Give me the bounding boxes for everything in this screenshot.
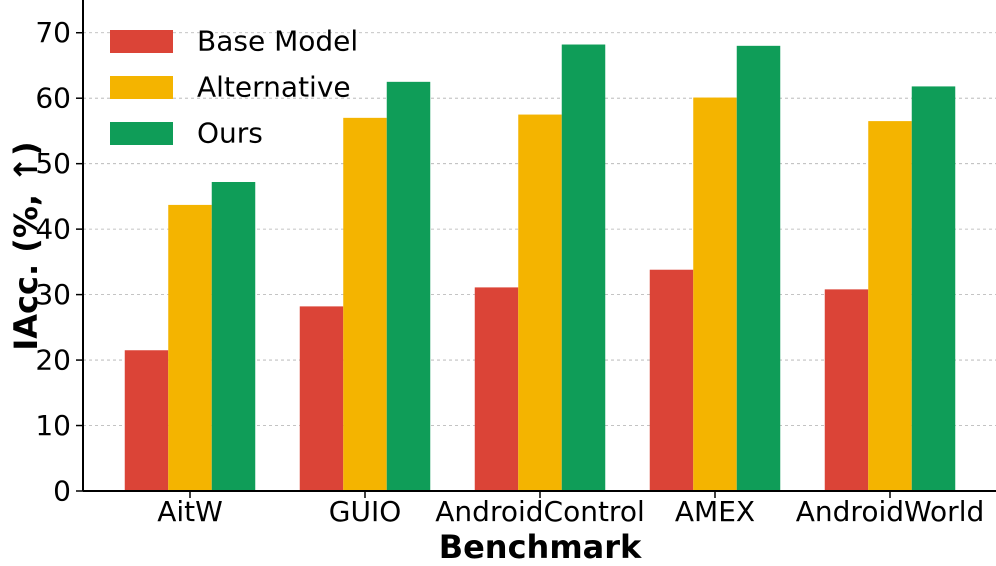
- y-ticks: 0 10 20 30 40 50 60 70: [35, 16, 83, 508]
- legend-label: Alternative: [197, 71, 351, 104]
- y-tick-label: 10: [35, 409, 71, 442]
- y-tick-label: 30: [35, 278, 71, 311]
- legend-swatch: [110, 30, 173, 53]
- bar-base-model: [124, 350, 169, 491]
- bars: [124, 44, 956, 492]
- legend: Base Model Alternative Ours: [110, 25, 358, 150]
- x-tick-label: GUIO: [329, 495, 402, 528]
- y-tick-label: 20: [35, 344, 71, 377]
- bar-ours: [211, 181, 256, 492]
- x-tick-label: AMEX: [675, 495, 755, 528]
- bar-ours: [386, 81, 431, 491]
- bar-ours: [561, 44, 606, 491]
- bar-base-model: [824, 289, 869, 491]
- y-tick-label: 0: [53, 475, 71, 508]
- y-tick-label: 70: [35, 16, 71, 49]
- bar-alternative: [518, 114, 562, 492]
- y-tick-label: 50: [35, 147, 71, 180]
- legend-label: Base Model: [197, 25, 358, 58]
- x-tick-label: AndroidWorld: [796, 495, 985, 528]
- legend-label: Ours: [197, 117, 263, 150]
- y-tick-label: 40: [35, 213, 71, 246]
- bar-base-model: [474, 287, 519, 491]
- bar-alternative: [693, 97, 737, 491]
- x-tick-label: AitW: [157, 495, 223, 528]
- y-tick-label: 60: [35, 82, 71, 115]
- bar-alternative: [868, 121, 912, 491]
- bar-base-model: [649, 269, 694, 491]
- x-axis-label: Benchmark: [439, 528, 642, 566]
- legend-swatch: [110, 122, 173, 145]
- y-axis-label: IAcc. (%, ↑): [7, 141, 45, 350]
- bar-ours: [911, 86, 956, 491]
- x-ticks: AitW GUIO AndroidControl AMEX AndroidWorld: [157, 491, 984, 528]
- bar-alternative: [343, 117, 387, 491]
- x-tick-label: AndroidControl: [435, 495, 644, 528]
- legend-swatch: [110, 76, 173, 99]
- bar-base-model: [299, 306, 344, 491]
- bar-ours: [736, 45, 781, 492]
- bar-alternative: [168, 204, 212, 492]
